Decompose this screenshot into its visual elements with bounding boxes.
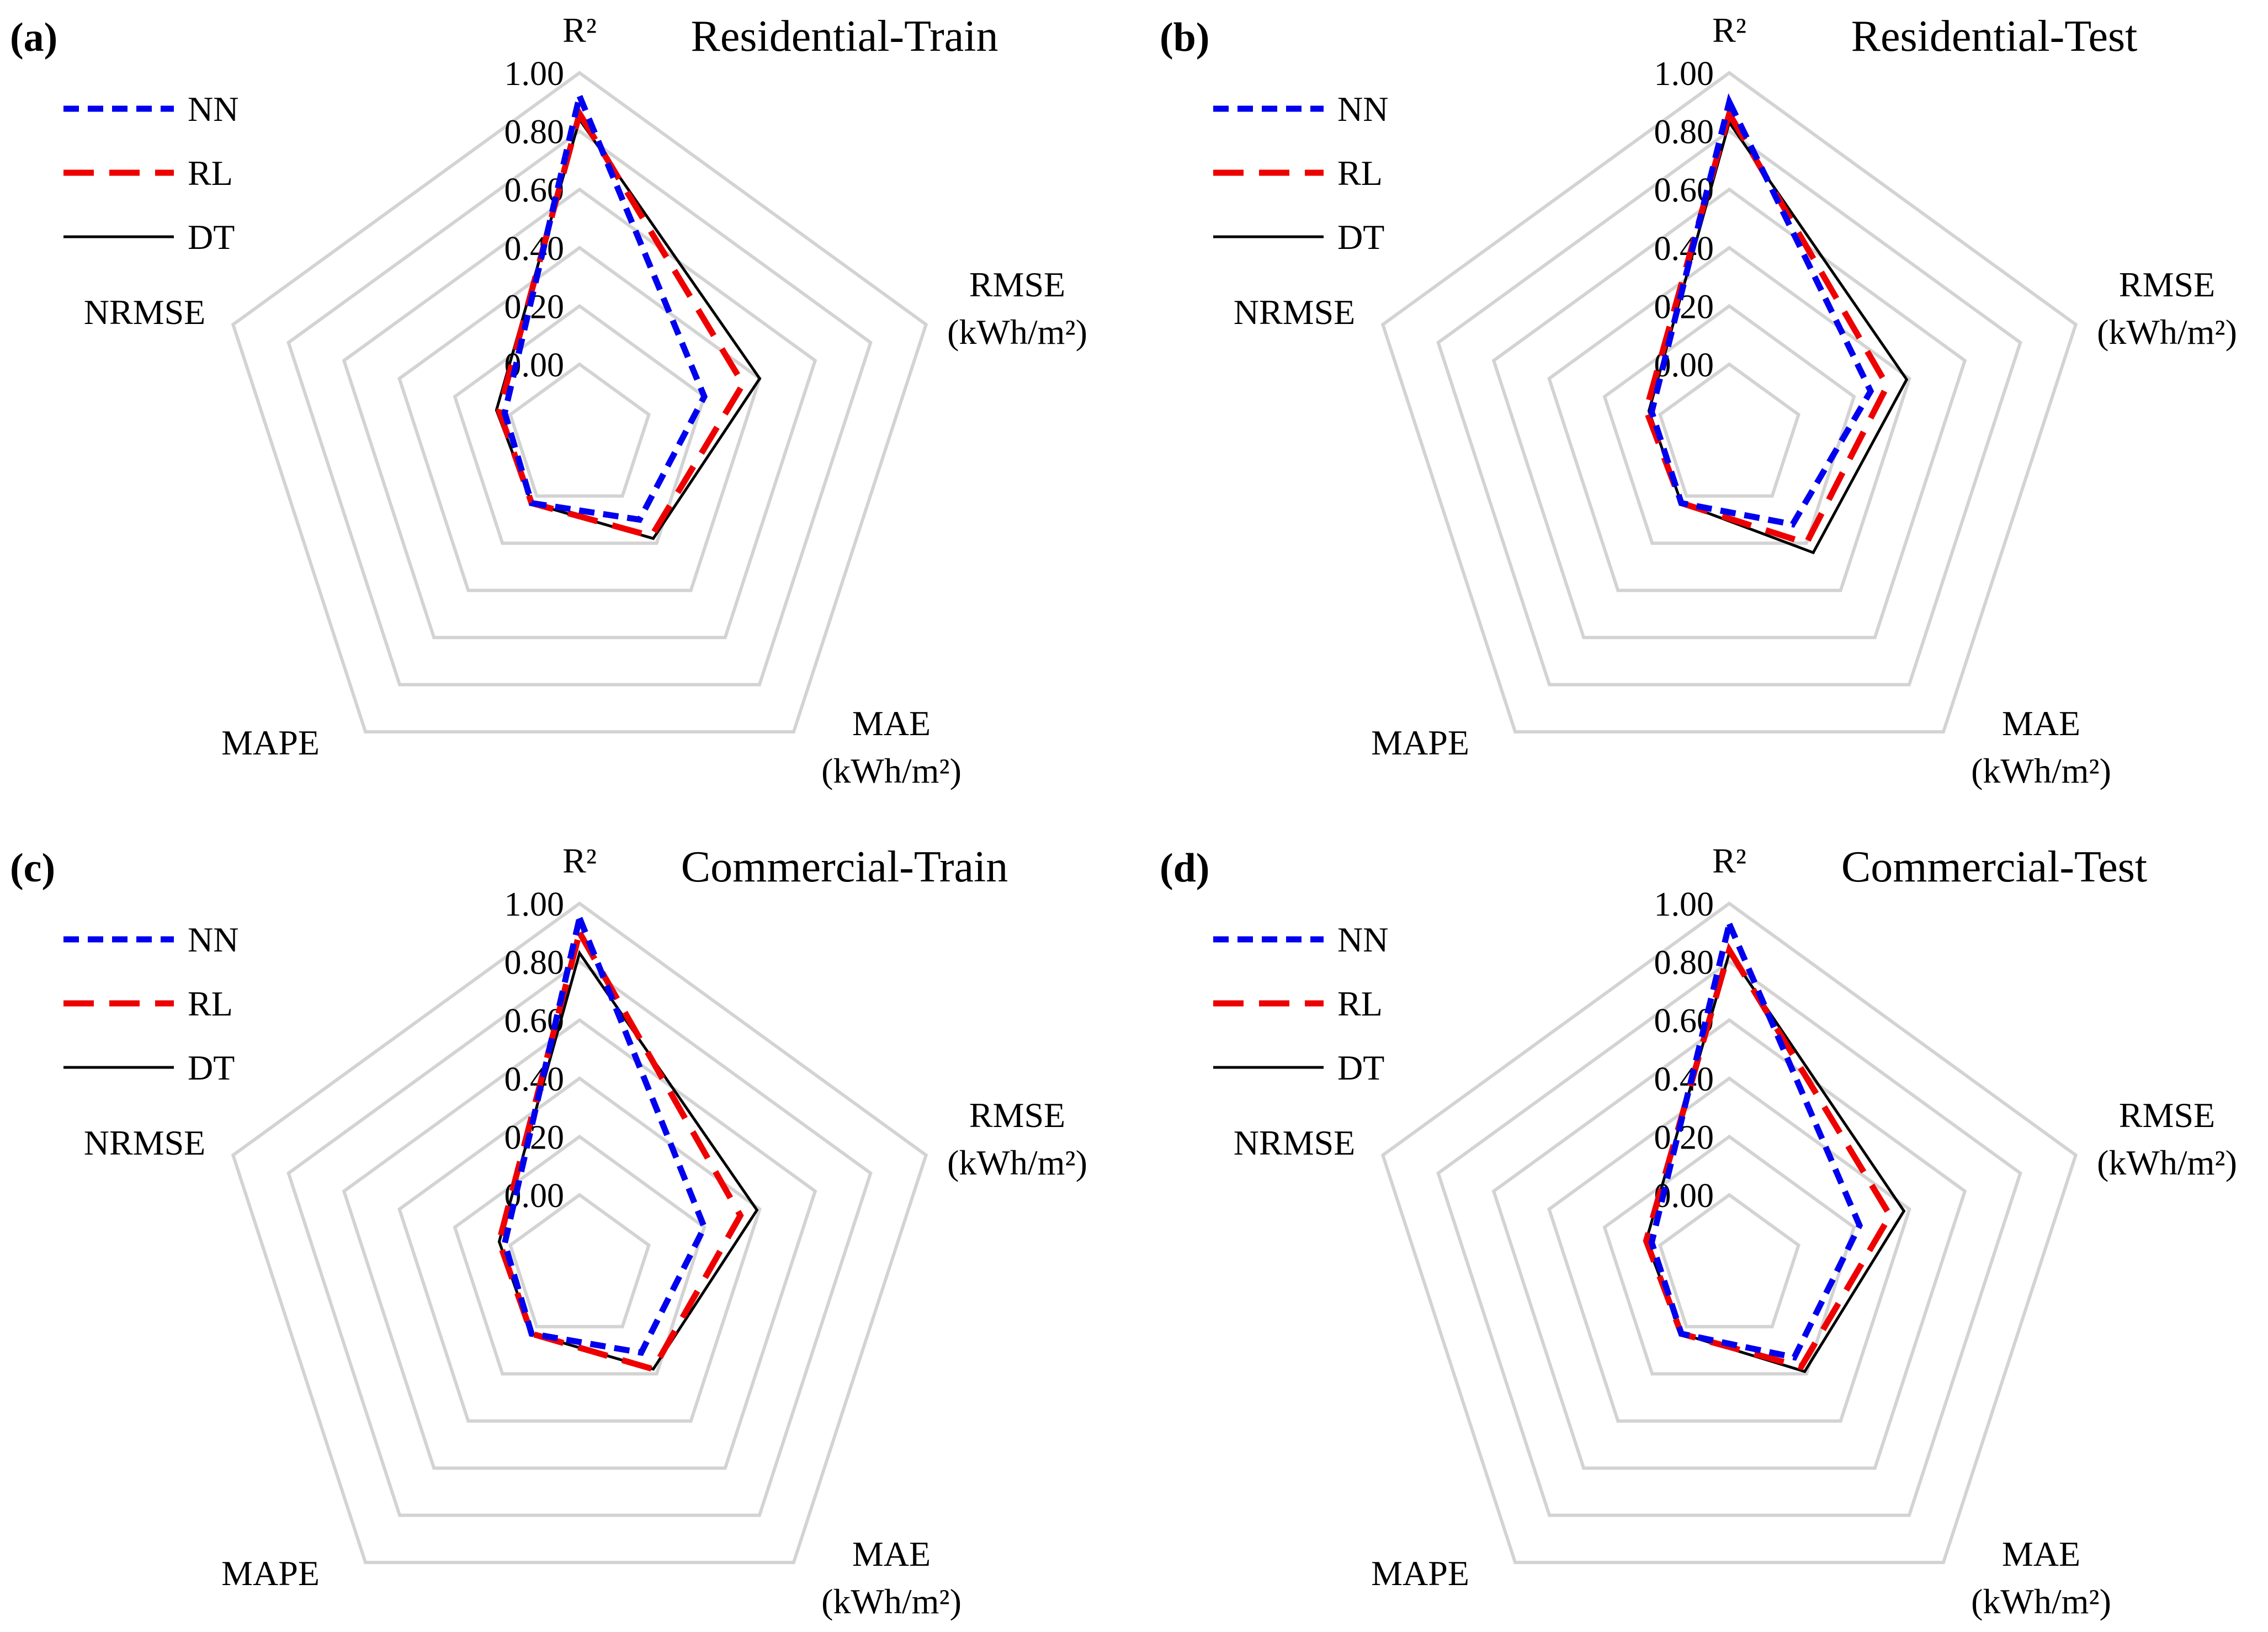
grid-ring bbox=[453, 304, 707, 545]
axis-label: RMSE (kWh/m²) bbox=[2097, 265, 2237, 352]
legend-label-dt: DT bbox=[1337, 1048, 1384, 1087]
grid-ring bbox=[1436, 129, 2022, 687]
tick-label: 1.00 bbox=[504, 886, 565, 923]
axis-label: R² bbox=[562, 841, 597, 880]
axis-label: NRMSE bbox=[1234, 1123, 1356, 1162]
axis-label: MAE (kWh/m²) bbox=[1971, 704, 2111, 790]
grid-ring bbox=[1491, 1018, 1967, 1470]
tick-label: 0.20 bbox=[504, 1119, 565, 1156]
tick-label: 0.80 bbox=[1654, 114, 1714, 151]
legend-label-dt: DT bbox=[1337, 217, 1384, 257]
axis-label: MAE (kWh/m²) bbox=[1971, 1534, 2111, 1621]
axis-label: R² bbox=[1712, 841, 1746, 880]
tick-label: 1.00 bbox=[1654, 55, 1714, 93]
axis-label: RMSE (kWh/m²) bbox=[947, 1096, 1087, 1182]
chart-title: Commercial-Test bbox=[1841, 843, 2147, 891]
axis-label: MAE (kWh/m²) bbox=[821, 704, 962, 790]
legend-label-dt: DT bbox=[188, 1048, 235, 1087]
legend-label-rl: RL bbox=[188, 984, 233, 1023]
series-rl bbox=[496, 106, 747, 540]
grid-ring bbox=[1547, 1076, 1911, 1423]
grid-ring bbox=[1491, 187, 1967, 640]
axis-label: MAPE bbox=[1371, 1554, 1469, 1593]
grid-ring bbox=[508, 362, 651, 498]
grid-ring bbox=[508, 1193, 651, 1328]
panel-label: (a) bbox=[10, 15, 57, 60]
grid-ring bbox=[1436, 959, 2022, 1517]
tick-label: 0.80 bbox=[1654, 944, 1714, 982]
grid-ring bbox=[342, 187, 817, 640]
panel-label: (d) bbox=[1160, 846, 1209, 891]
axis-label: RMSE (kWh/m²) bbox=[947, 265, 1087, 352]
axis-label: MAPE bbox=[221, 723, 320, 762]
series-nn bbox=[1648, 914, 1863, 1361]
tick-label: 0.80 bbox=[504, 944, 565, 982]
axis-label: NRMSE bbox=[1234, 293, 1356, 332]
legend-label-rl: RL bbox=[1337, 984, 1383, 1023]
grid-ring bbox=[1658, 362, 1801, 498]
grid-ring bbox=[286, 959, 873, 1517]
panel-label: (b) bbox=[1160, 15, 1209, 60]
grid-ring bbox=[342, 1018, 817, 1470]
series-rl bbox=[1643, 942, 1894, 1370]
series-rl bbox=[1643, 105, 1891, 547]
axis-label: MAPE bbox=[221, 1554, 320, 1593]
axis-label: MAE (kWh/m²) bbox=[821, 1534, 962, 1621]
axis-label: RMSE (kWh/m²) bbox=[2097, 1096, 2237, 1182]
chart-title: Residential-Train bbox=[691, 12, 998, 61]
series-rl bbox=[496, 924, 744, 1373]
panel-label: (c) bbox=[10, 846, 55, 891]
grid-ring bbox=[231, 71, 928, 733]
axis-label: R² bbox=[1712, 10, 1746, 50]
grid-ring bbox=[286, 129, 873, 687]
series-nn bbox=[501, 908, 708, 1356]
tick-label: 1.00 bbox=[504, 55, 565, 93]
grid-ring bbox=[1658, 1193, 1801, 1328]
grid-ring bbox=[1380, 901, 2078, 1564]
grid-ring bbox=[1547, 246, 1911, 592]
legend-label-nn: NN bbox=[1337, 89, 1388, 129]
chart-title: Commercial-Train bbox=[681, 843, 1008, 891]
tick-label: 0.40 bbox=[504, 230, 565, 268]
series-nn bbox=[1648, 93, 1874, 528]
tick-label: 0.40 bbox=[504, 1061, 565, 1098]
legend-label-dt: DT bbox=[188, 217, 235, 257]
grid-ring bbox=[231, 901, 928, 1564]
tick-label: 0.40 bbox=[1654, 230, 1714, 268]
tick-label: 1.00 bbox=[1654, 886, 1714, 923]
tick-label: 0.40 bbox=[1654, 1061, 1714, 1098]
axis-label: NRMSE bbox=[84, 293, 206, 332]
grid-ring bbox=[1602, 1134, 1856, 1376]
chart-title: Residential-Test bbox=[1851, 12, 2138, 61]
axis-label: MAPE bbox=[1371, 723, 1469, 762]
series-nn bbox=[501, 86, 708, 523]
legend-label-nn: NN bbox=[188, 89, 238, 129]
legend-label-rl: RL bbox=[1337, 153, 1383, 193]
grid-ring bbox=[397, 1076, 762, 1423]
legend-label-rl: RL bbox=[188, 153, 233, 193]
tick-label: 0.20 bbox=[1654, 1119, 1714, 1156]
legend-label-nn: NN bbox=[1337, 920, 1388, 959]
grid-ring bbox=[453, 1134, 707, 1376]
tick-label: 0.80 bbox=[504, 114, 565, 151]
axis-label: NRMSE bbox=[84, 1123, 206, 1162]
grid-ring bbox=[1602, 304, 1856, 545]
grid-ring bbox=[1380, 71, 2078, 733]
legend-label-nn: NN bbox=[188, 920, 238, 959]
axis-label: R² bbox=[562, 10, 597, 50]
